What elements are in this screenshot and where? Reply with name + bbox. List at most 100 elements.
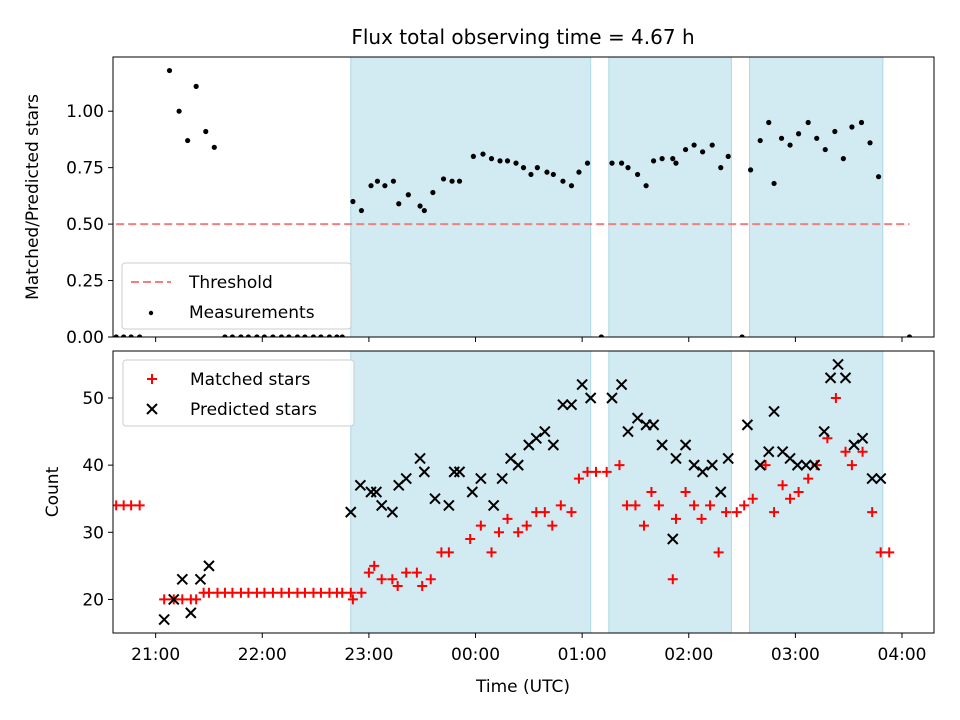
y-tick-label: 50 [82,389,104,409]
data-point [840,156,846,162]
data-point [513,527,524,538]
data-point [757,137,763,144]
data-point [875,547,886,558]
data-point [126,500,137,511]
data-point [650,158,657,164]
data-point [771,180,777,187]
data-point [787,142,793,148]
data-point [565,399,578,411]
legend-label: Predicted stars [190,400,317,420]
observing-window-3 [749,350,884,634]
x-tick-label: 21:00 [131,645,180,665]
y-axis-title: Count [43,466,63,517]
data-point [818,425,830,438]
data-point [747,493,758,504]
data-point [689,500,700,511]
data-point [185,137,191,144]
data-point [430,189,436,196]
data-point [808,459,821,471]
data-point [245,334,252,337]
data-point [177,594,188,605]
data-point [425,574,436,585]
data-point [520,165,527,171]
y-tick-label: 0.75 [66,159,104,179]
data-point [673,160,679,166]
data-point [846,460,857,471]
data-point [688,459,700,471]
data-point [598,334,604,337]
data-point [867,507,878,518]
data-point [718,165,724,171]
data-point [763,446,775,458]
observing-window-1 [350,56,592,338]
data-point [618,160,625,166]
legend-label: Threshold [188,273,273,293]
data-point [584,392,597,404]
data-point [670,452,682,465]
data-point [502,513,513,524]
data-point [547,520,558,531]
data-point [638,520,649,531]
data-point [528,171,534,178]
data-point [222,334,228,337]
data-point [470,153,476,159]
data-point [370,486,383,498]
data-point [302,334,308,337]
data-point [584,160,591,166]
data-point [576,378,588,391]
legend-marker [147,374,157,384]
data-point [832,358,844,371]
data-point [539,507,550,518]
data-point [653,500,664,511]
legend-box [122,359,355,427]
data-point [278,334,285,337]
plot-area [113,358,895,626]
data-point [884,547,895,558]
data-point [496,472,508,485]
data-point [739,500,750,511]
data-point [176,108,182,114]
data-point [547,439,560,451]
data-point [315,587,326,598]
data-point [530,432,543,444]
x-tick-label: 22:00 [238,645,287,665]
data-point [768,405,780,418]
legend: Threshold Measurements [121,262,352,330]
data-point [722,452,734,465]
data-point [741,419,754,431]
data-point [832,128,838,135]
data-point [606,392,618,404]
data-point [286,334,292,337]
data-point [848,439,860,451]
data-point [679,439,692,451]
data-point [709,142,715,148]
data-point [670,513,681,524]
data-point [866,472,878,485]
data-point [721,507,732,518]
data-point [760,460,771,471]
data-point [488,156,495,162]
data-point [615,378,628,391]
observing-window-2 [608,56,732,338]
data-point [261,334,268,337]
data-point [128,334,134,337]
data-point [203,587,214,598]
data-point [805,119,811,126]
series-predicted-stars [158,358,887,626]
data-point [158,613,170,626]
data-point [874,472,887,485]
data-point [631,412,644,424]
x-tick-label: 01:00 [558,645,607,665]
data-point [725,153,731,159]
data-point [754,459,766,471]
data-point [267,587,278,598]
data-point [137,334,143,337]
data-point [822,146,828,153]
data-point [466,486,479,498]
data-point [793,487,804,497]
data-point [159,594,170,605]
observing-window-1 [350,350,592,634]
data-point [647,419,660,431]
data-point [270,334,276,337]
